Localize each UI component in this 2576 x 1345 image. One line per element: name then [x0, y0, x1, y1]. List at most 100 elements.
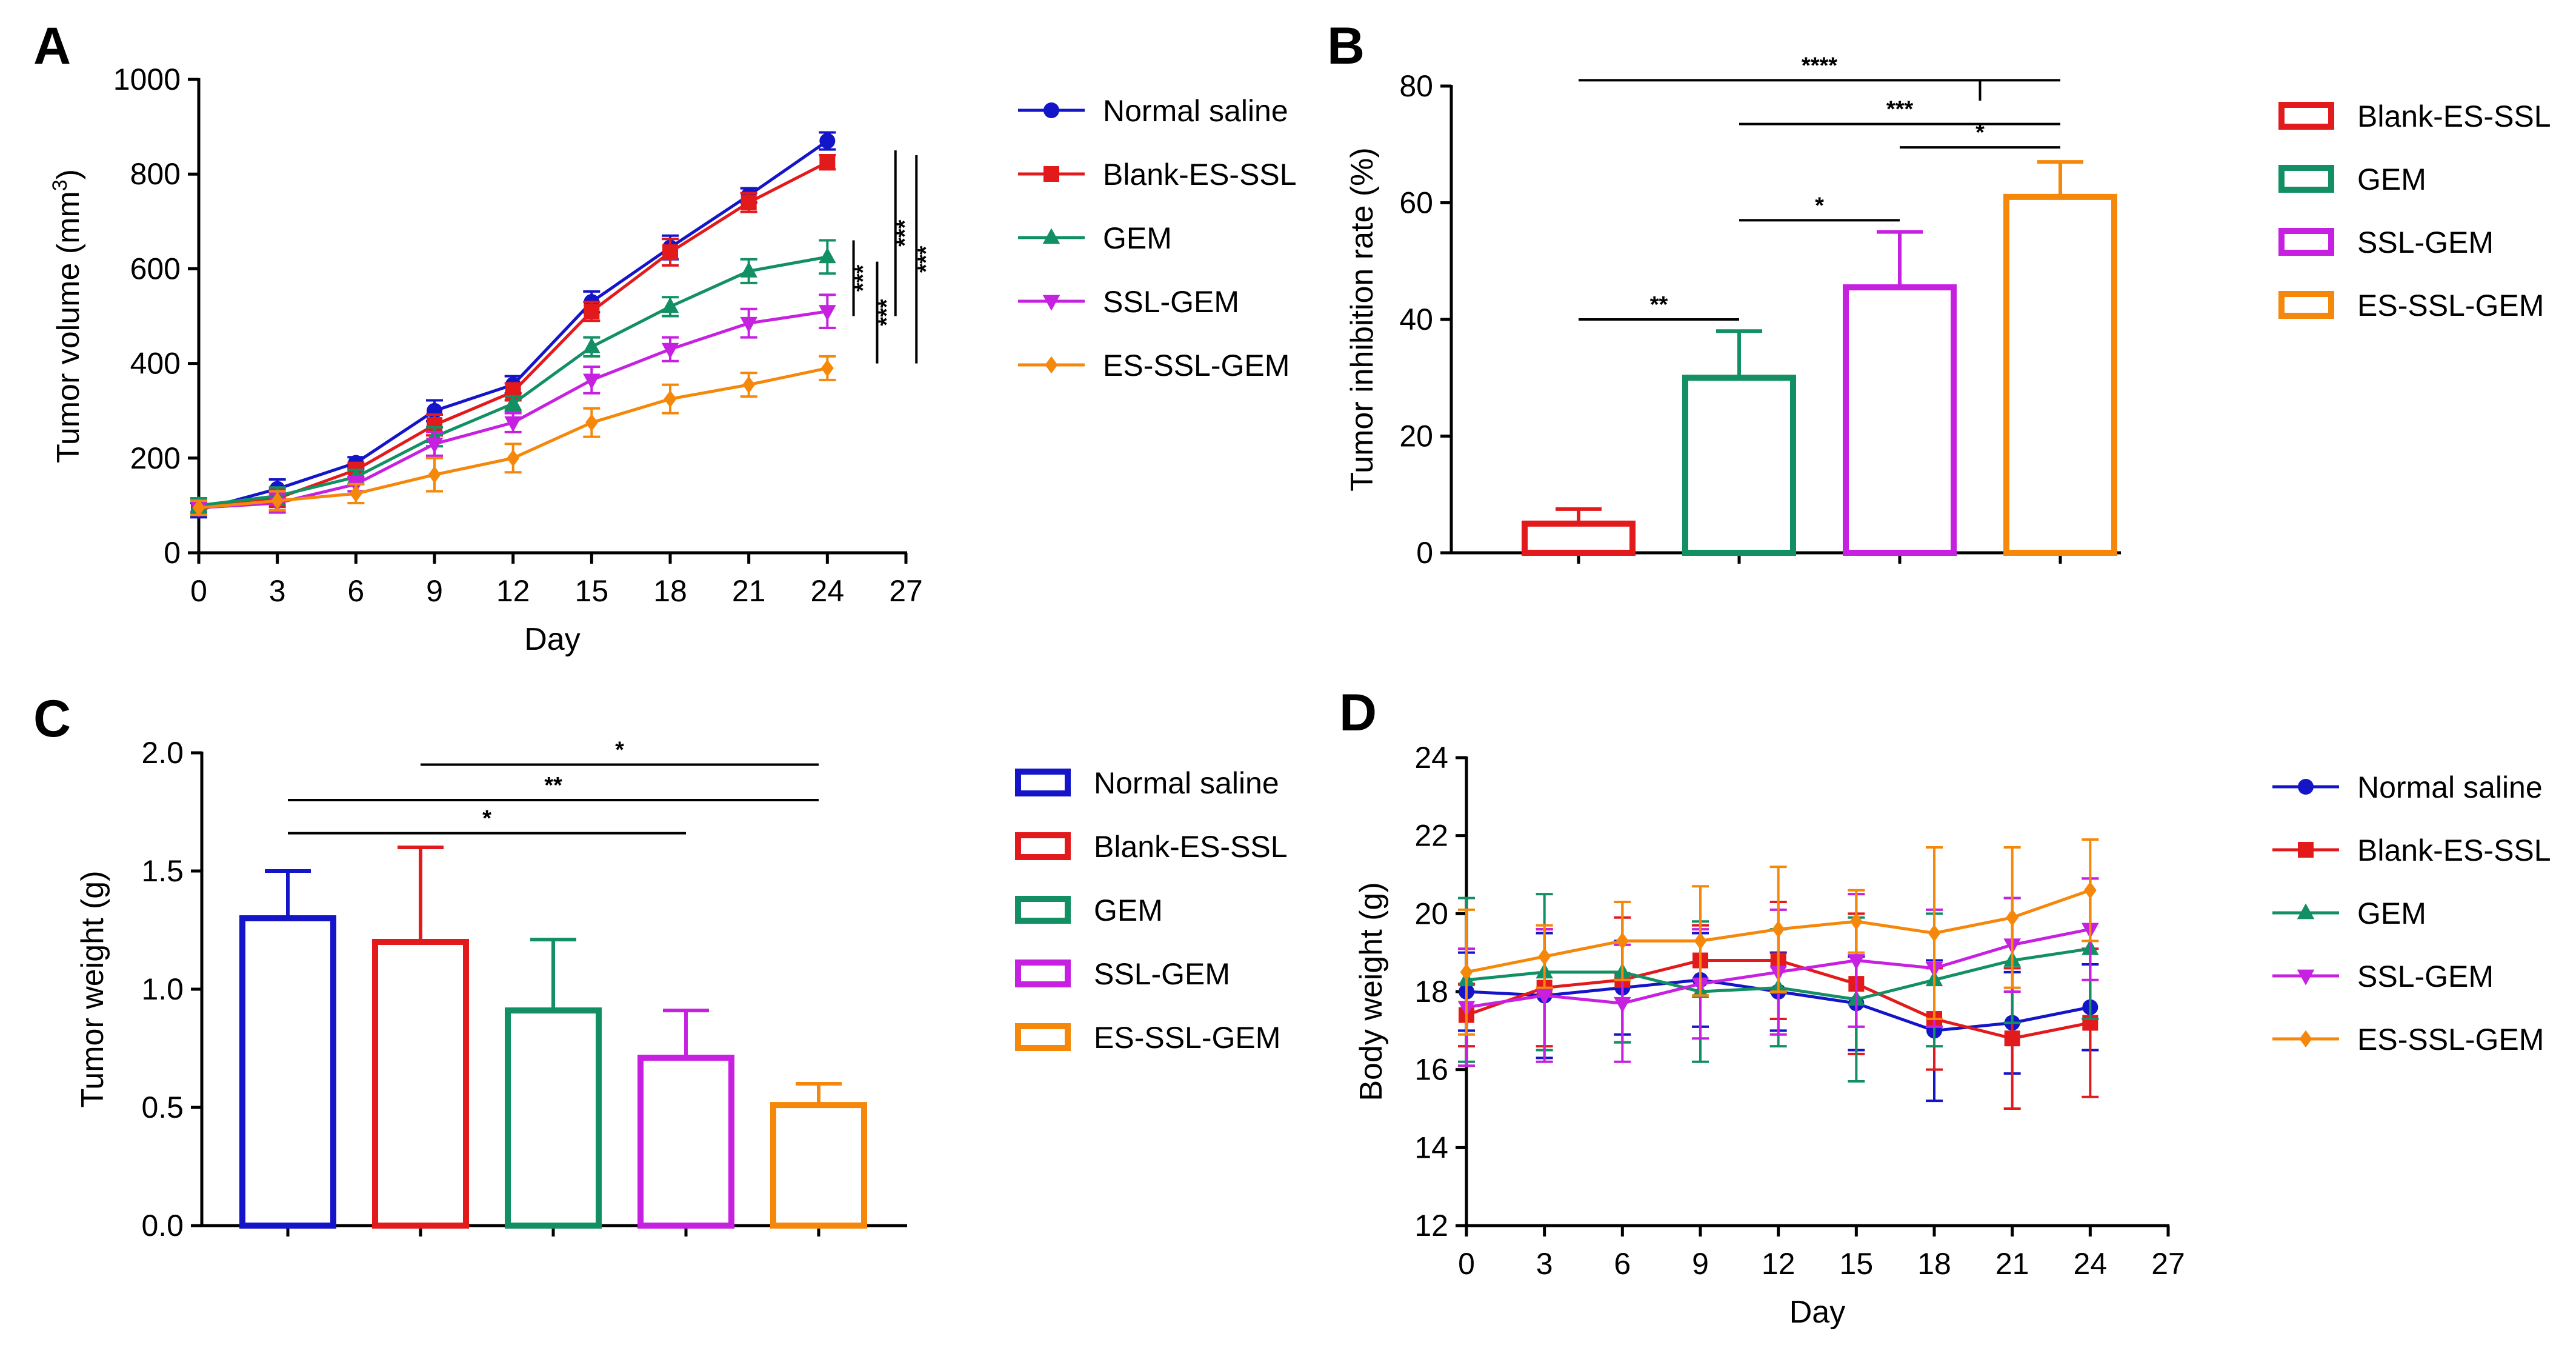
bar-gem: GEM: [505, 893, 1163, 1237]
legend-swatch: [1015, 896, 1071, 924]
x-tick-label: 18: [1917, 1247, 1951, 1281]
panel-c: C 0.0 0.5 1.0 1.5 2.0 Tumor weight (g) Normal s…: [33, 690, 1288, 1243]
data-point: [1694, 932, 1707, 950]
data-point: [507, 449, 520, 467]
legend-label: Blank-ES-SSL: [1094, 830, 1288, 864]
y-tick-label: 18: [1414, 975, 1448, 1009]
legend-swatch: [2278, 228, 2334, 256]
bar: [1522, 520, 1636, 556]
data-point: [349, 485, 362, 502]
y-tick-label: 24: [1414, 741, 1448, 775]
y-tick-label: 1000: [113, 62, 181, 96]
data-point: [1460, 963, 1473, 981]
data-point: [583, 337, 601, 353]
y-tick-label: 0: [164, 536, 181, 570]
y-axis-title: Tumor inhibition rate (%): [1345, 147, 1380, 491]
data-point: [661, 297, 679, 313]
bar-gem: GEM: [1682, 162, 2426, 564]
bar-blank-es-ssl: Blank-ES-SSL: [1522, 99, 2551, 564]
x-tick-label: 15: [575, 574, 609, 608]
bar: [239, 915, 336, 1229]
data-point: [661, 342, 679, 359]
legend-label: Normal saline: [1094, 766, 1279, 800]
data-point: [428, 466, 441, 484]
y-axis-title: Tumor weight (g): [75, 870, 110, 1107]
significance-label: *: [1975, 120, 1985, 145]
y-tick-label: 1.5: [141, 854, 184, 888]
data-point: [1772, 920, 1785, 938]
y-axis-title-tail: ): [51, 169, 86, 179]
legend-marker: [2297, 969, 2315, 986]
x-tick-label: 24: [2074, 1247, 2108, 1281]
y-tick-label: 0.0: [141, 1209, 184, 1243]
x-tick-label: 18: [653, 574, 687, 608]
y-tick-label: 200: [130, 441, 181, 475]
legend-marker: [1045, 356, 1058, 374]
data-point: [2006, 909, 2019, 927]
significance-label: **: [1650, 292, 1668, 318]
y-axis-title-text: Body weight (g): [1354, 882, 1389, 1101]
legend-swatch: [2278, 291, 2334, 319]
x-tick-label: 3: [1536, 1247, 1553, 1281]
x-tick-label: 27: [2151, 1247, 2185, 1281]
legend-label: SSL-GEM: [2357, 225, 2494, 259]
y-axis-title: Body weight (g): [1354, 882, 1389, 1101]
y-tick-label: 0: [1416, 536, 1433, 570]
panel-b: B 0 20 40 60 80 Tumor inhibition rate (%) Blank…: [1327, 17, 2551, 570]
legend-label: Blank-ES-SSL: [2357, 99, 2551, 133]
y-tick-label: 14: [1414, 1130, 1448, 1164]
x-tick-label: 27: [889, 574, 923, 608]
y-tick-label: 20: [1399, 419, 1433, 453]
bar: [372, 939, 469, 1229]
data-point: [504, 416, 522, 432]
data-point: [1538, 947, 1551, 966]
bar: [1682, 375, 1796, 556]
legend-marker: [1042, 295, 1060, 311]
data-point: [1849, 912, 1863, 930]
y-tick-label: 800: [130, 157, 181, 191]
x-tick-label: 9: [1692, 1247, 1709, 1281]
significance-label: ****: [1802, 53, 1837, 78]
panel-label: B: [1327, 17, 1365, 75]
legend-label: GEM: [1103, 221, 1172, 255]
legend-marker: [1042, 228, 1060, 244]
data-point: [584, 303, 600, 319]
x-tick-label: 0: [190, 574, 207, 608]
legend-label: ES-SSL-GEM: [1103, 349, 1290, 382]
legend-marker: [2299, 1030, 2312, 1048]
bar-es-ssl-gem: ES-SSL-GEM: [2003, 160, 2544, 564]
x-tick-label: 21: [732, 574, 766, 608]
legend-label: GEM: [2357, 162, 2426, 196]
y-tick-label: 80: [1399, 69, 1433, 103]
significance-label: *: [482, 806, 491, 832]
series-ssl-gem: SSL-GEM: [190, 285, 1239, 518]
legend-label: SSL-GEM: [2357, 960, 2494, 993]
y-tick-label: 20: [1414, 896, 1448, 930]
bar: [1843, 284, 1957, 556]
y-tick-label: 16: [1414, 1053, 1448, 1087]
data-point: [740, 261, 757, 278]
data-point: [819, 247, 836, 264]
x-tick-label: 6: [347, 574, 364, 608]
legend-marker: [2298, 842, 2314, 858]
legend-label: Blank-ES-SSL: [1103, 158, 1297, 192]
y-tick-label: 600: [130, 252, 181, 285]
data-point: [664, 390, 677, 408]
bar: [505, 1007, 602, 1229]
x-axis-title: Day: [1789, 1295, 1845, 1330]
y-tick-label: 22: [1414, 819, 1448, 853]
significance-label: *: [615, 738, 624, 763]
y-tick-label: 0.5: [141, 1090, 184, 1124]
data-point: [741, 195, 757, 211]
data-point: [583, 373, 601, 390]
data-point: [820, 359, 834, 377]
y-tick-label: 2.0: [141, 736, 184, 770]
bar: [2003, 193, 2117, 556]
significance-label: ***: [913, 245, 939, 273]
data-point: [1928, 924, 1941, 942]
bar-ssl-gem: SSL-GEM: [1843, 225, 2494, 564]
data-point: [425, 437, 444, 453]
significance-label: ***: [1886, 97, 1914, 122]
x-tick-label: 9: [426, 574, 443, 608]
